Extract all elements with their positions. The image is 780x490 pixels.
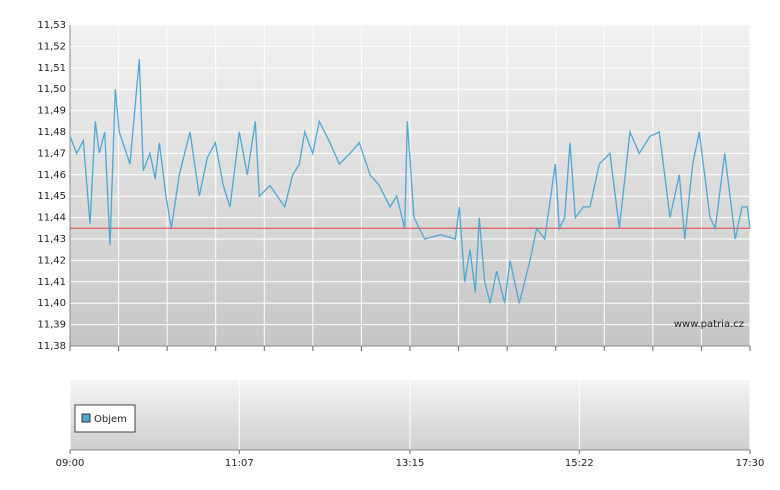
price-line xyxy=(69,59,751,304)
y-tick-label: 11,45 xyxy=(37,191,66,202)
legend-swatch xyxy=(81,413,91,423)
x-tick-label: 13:15 xyxy=(396,458,425,469)
y-tick-label: 11,49 xyxy=(37,106,66,117)
y-tick-label: 11,41 xyxy=(37,277,66,288)
y-tick-label: 11,42 xyxy=(37,255,66,266)
watermark: www.patria.cz xyxy=(674,319,744,330)
y-tick-label: 11,53 xyxy=(37,20,66,31)
y-tick-label: 11,43 xyxy=(37,234,66,245)
y-tick-label: 11,47 xyxy=(37,148,66,159)
x-tick-label: 11:07 xyxy=(225,458,254,469)
y-tick-label: 11,39 xyxy=(37,320,66,331)
y-tick-label: 11,38 xyxy=(37,341,66,352)
x-tick-label: 09:00 xyxy=(56,458,85,469)
y-tick-label: 11,48 xyxy=(37,127,66,138)
y-tick-label: 11,52 xyxy=(37,41,66,52)
y-tick-label: 11,44 xyxy=(37,213,66,224)
x-tick-label: 15:22 xyxy=(565,458,594,469)
x-tick-label: 17:30 xyxy=(736,458,765,469)
y-tick-label: 11,40 xyxy=(37,298,66,309)
y-tick-label: 11,51 xyxy=(37,63,66,74)
y-tick-label: 11,46 xyxy=(37,170,66,181)
legend-label: Objem xyxy=(94,414,127,425)
y-tick-label: 11,50 xyxy=(37,84,66,95)
legend xyxy=(74,404,136,433)
